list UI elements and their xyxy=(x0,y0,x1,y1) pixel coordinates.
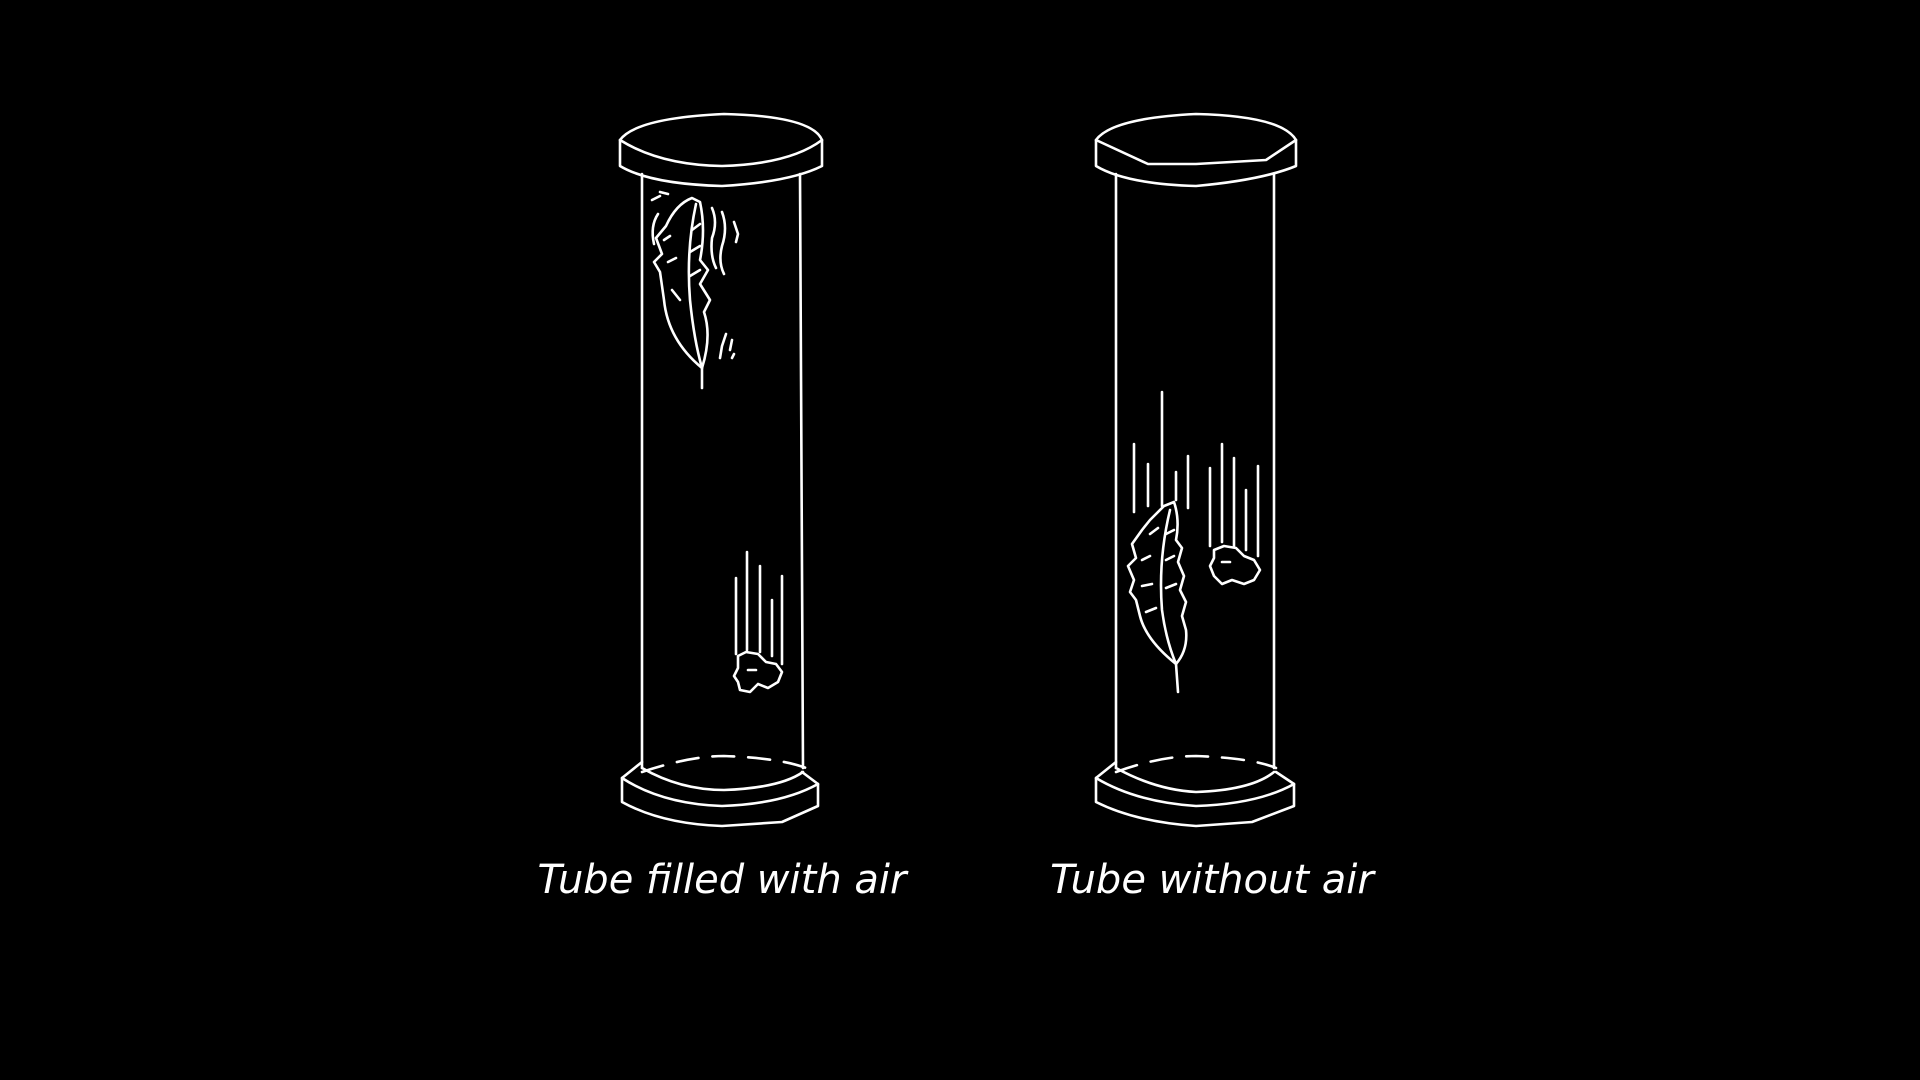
tube-top-cap xyxy=(618,112,824,188)
feather-icon xyxy=(650,190,740,390)
tube-body xyxy=(640,172,805,770)
tube-without-air xyxy=(1094,112,1298,828)
tube-top-cap xyxy=(1094,112,1298,188)
speed-lines xyxy=(1132,390,1260,558)
tube-bottom-base xyxy=(620,754,820,828)
tube-with-air xyxy=(618,112,824,828)
stone-icon xyxy=(1208,544,1262,586)
caption-tube-with-air: Tube filled with air xyxy=(537,857,907,903)
tube-body xyxy=(1114,172,1276,770)
caption-tube-without-air: Tube without air xyxy=(1050,857,1374,903)
stone-icon xyxy=(732,650,784,694)
speed-lines xyxy=(734,550,784,666)
tube-bottom-base xyxy=(1094,754,1296,828)
feather-icon xyxy=(1126,500,1188,694)
